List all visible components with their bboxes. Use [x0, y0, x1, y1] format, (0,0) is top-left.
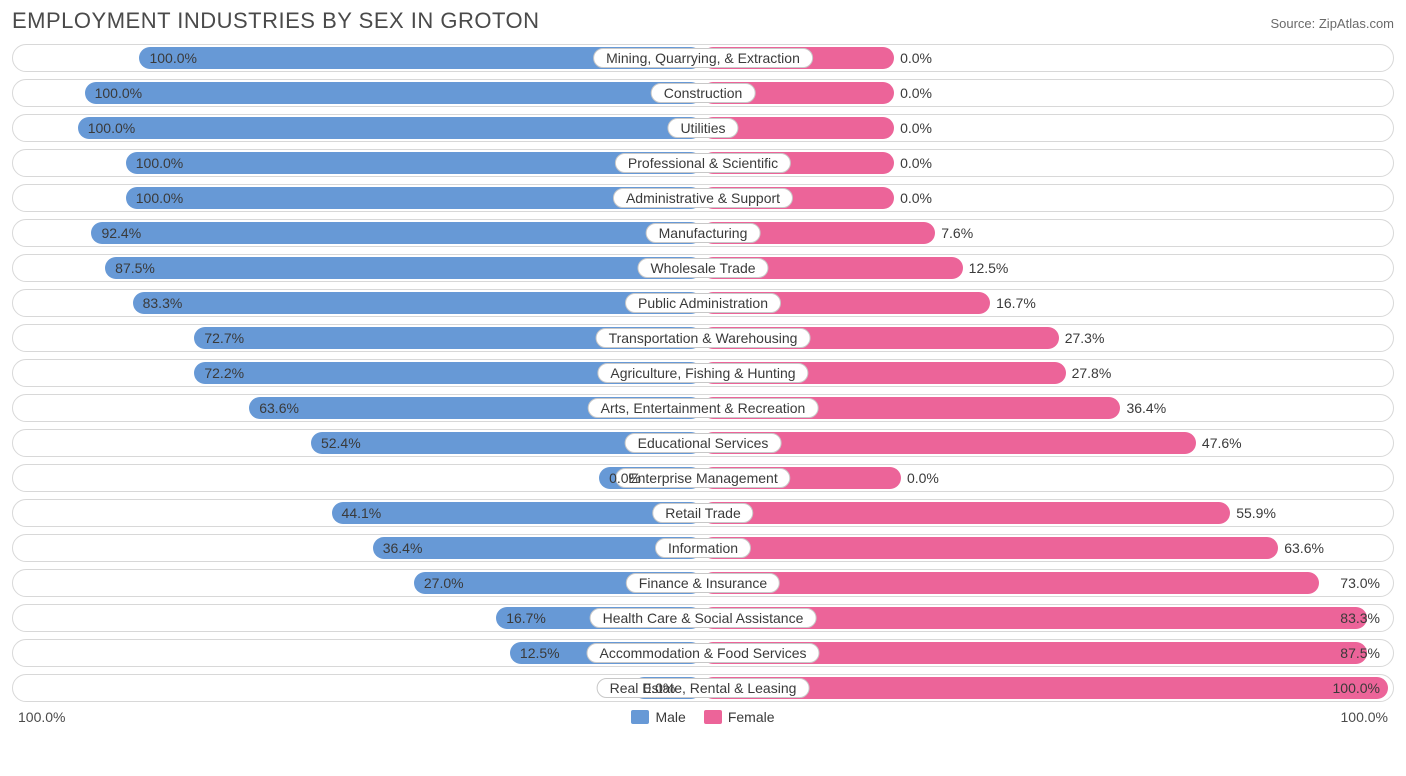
female-pct-label: 0.0%	[900, 190, 932, 206]
category-label: Manufacturing	[646, 223, 761, 243]
female-pct-label: 0.0%	[907, 470, 939, 486]
male-pct-label: 36.4%	[383, 540, 423, 556]
chart-row: Educational Services 52.4% 47.6%	[12, 429, 1394, 457]
female-pct-label: 36.4%	[1126, 400, 1166, 416]
male-pct-label: 83.3%	[143, 295, 183, 311]
chart-title: EMPLOYMENT INDUSTRIES BY SEX IN GROTON	[12, 8, 540, 34]
male-pct-label: 0.0%	[609, 470, 641, 486]
male-pct-label: 12.5%	[520, 645, 560, 661]
female-pct-label: 12.5%	[969, 260, 1009, 276]
category-label: Health Care & Social Assistance	[590, 608, 817, 628]
legend-female-swatch	[704, 710, 722, 724]
male-pct-label: 0.0%	[643, 680, 675, 696]
female-pct-label: 100.0%	[1333, 680, 1380, 696]
male-pct-label: 27.0%	[424, 575, 464, 591]
female-pct-label: 0.0%	[900, 85, 932, 101]
category-label: Administrative & Support	[613, 188, 793, 208]
category-label: Finance & Insurance	[626, 573, 780, 593]
category-label: Real Estate, Rental & Leasing	[597, 678, 810, 698]
male-pct-label: 92.4%	[101, 225, 141, 241]
male-pct-label: 100.0%	[88, 120, 135, 136]
female-bar	[702, 502, 1230, 524]
category-label: Information	[655, 538, 751, 558]
male-pct-label: 63.6%	[259, 400, 299, 416]
category-label: Wholesale Trade	[637, 258, 768, 278]
category-label: Professional & Scientific	[615, 153, 791, 173]
female-bar	[702, 537, 1278, 559]
chart-row: Utilities 100.0% 0.0%	[12, 114, 1394, 142]
chart-row: Retail Trade 44.1% 55.9%	[12, 499, 1394, 527]
chart-row: Mining, Quarrying, & Extraction 100.0% 0.0…	[12, 44, 1394, 72]
male-pct-label: 100.0%	[136, 155, 183, 171]
legend-male: Male	[631, 709, 685, 725]
female-pct-label: 83.3%	[1340, 610, 1380, 626]
female-pct-label: 27.8%	[1072, 365, 1112, 381]
male-pct-label: 16.7%	[506, 610, 546, 626]
legend-female: Female	[704, 709, 775, 725]
female-pct-label: 73.0%	[1340, 575, 1380, 591]
male-bar	[91, 222, 702, 244]
chart-row: Administrative & Support 100.0% 0.0%	[12, 184, 1394, 212]
category-label: Transportation & Warehousing	[596, 328, 811, 348]
legend-male-label: Male	[655, 709, 685, 725]
chart-row: Professional & Scientific 100.0% 0.0%	[12, 149, 1394, 177]
legend: Male Female	[631, 709, 774, 725]
chart-row: Real Estate, Rental & Leasing0.0% 100.0%	[12, 674, 1394, 702]
chart-row: Agriculture, Fishing & Hunting 72.2% 27.8%	[12, 359, 1394, 387]
male-pct-label: 100.0%	[136, 190, 183, 206]
category-label: Public Administration	[625, 293, 781, 313]
category-label: Mining, Quarrying, & Extraction	[593, 48, 813, 68]
female-pct-label: 55.9%	[1236, 505, 1276, 521]
chart-source: Source: ZipAtlas.com	[1270, 16, 1394, 31]
category-label: Utilities	[667, 118, 738, 138]
legend-female-label: Female	[728, 709, 775, 725]
male-bar	[78, 117, 702, 139]
male-pct-label: 72.2%	[204, 365, 244, 381]
axis-right-label: 100.0%	[1341, 709, 1388, 725]
chart-row: Enterprise Management0.0%0.0%	[12, 464, 1394, 492]
male-pct-label: 87.5%	[115, 260, 155, 276]
chart-row: Transportation & Warehousing 72.7% 27.3%	[12, 324, 1394, 352]
male-pct-label: 72.7%	[204, 330, 244, 346]
chart-row: Manufacturing 92.4% 7.6%	[12, 219, 1394, 247]
female-pct-label: 0.0%	[900, 50, 932, 66]
chart-row: Accommodation & Food Services 12.5% 87.5%	[12, 639, 1394, 667]
category-label: Arts, Entertainment & Recreation	[588, 398, 819, 418]
male-bar	[105, 257, 702, 279]
male-bar	[85, 82, 702, 104]
female-pct-label: 27.3%	[1065, 330, 1105, 346]
category-label: Construction	[651, 83, 756, 103]
chart-row: Construction 100.0% 0.0%	[12, 79, 1394, 107]
chart-row: Health Care & Social Assistance 16.7% 83.3…	[12, 604, 1394, 632]
chart-header: EMPLOYMENT INDUSTRIES BY SEX IN GROTON S…	[12, 8, 1394, 34]
female-bar	[702, 572, 1319, 594]
male-bar	[133, 292, 702, 314]
chart-footer: 100.0% Male Female 100.0%	[12, 709, 1394, 725]
chart-row: Information 36.4% 63.6%	[12, 534, 1394, 562]
chart-body: Mining, Quarrying, & Extraction 100.0% 0.0…	[12, 44, 1394, 702]
female-pct-label: 0.0%	[900, 120, 932, 136]
category-label: Accommodation & Food Services	[587, 643, 820, 663]
female-pct-label: 7.6%	[941, 225, 973, 241]
male-pct-label: 100.0%	[95, 85, 142, 101]
chart-row: Finance & Insurance 27.0% 73.0%	[12, 569, 1394, 597]
category-label: Retail Trade	[652, 503, 753, 523]
female-pct-label: 87.5%	[1340, 645, 1380, 661]
female-pct-label: 0.0%	[900, 155, 932, 171]
female-pct-label: 16.7%	[996, 295, 1036, 311]
axis-left-label: 100.0%	[18, 709, 65, 725]
chart-row: Public Administration 83.3% 16.7%	[12, 289, 1394, 317]
male-pct-label: 100.0%	[149, 50, 196, 66]
male-bar	[332, 502, 702, 524]
chart-row: Arts, Entertainment & Recreation 63.6% 36.…	[12, 394, 1394, 422]
category-label: Educational Services	[625, 433, 782, 453]
category-label: Enterprise Management	[615, 468, 790, 488]
female-pct-label: 47.6%	[1202, 435, 1242, 451]
male-pct-label: 44.1%	[342, 505, 382, 521]
legend-male-swatch	[631, 710, 649, 724]
female-pct-label: 63.6%	[1284, 540, 1324, 556]
male-pct-label: 52.4%	[321, 435, 361, 451]
category-label: Agriculture, Fishing & Hunting	[597, 363, 808, 383]
chart-row: Wholesale Trade 87.5% 12.5%	[12, 254, 1394, 282]
